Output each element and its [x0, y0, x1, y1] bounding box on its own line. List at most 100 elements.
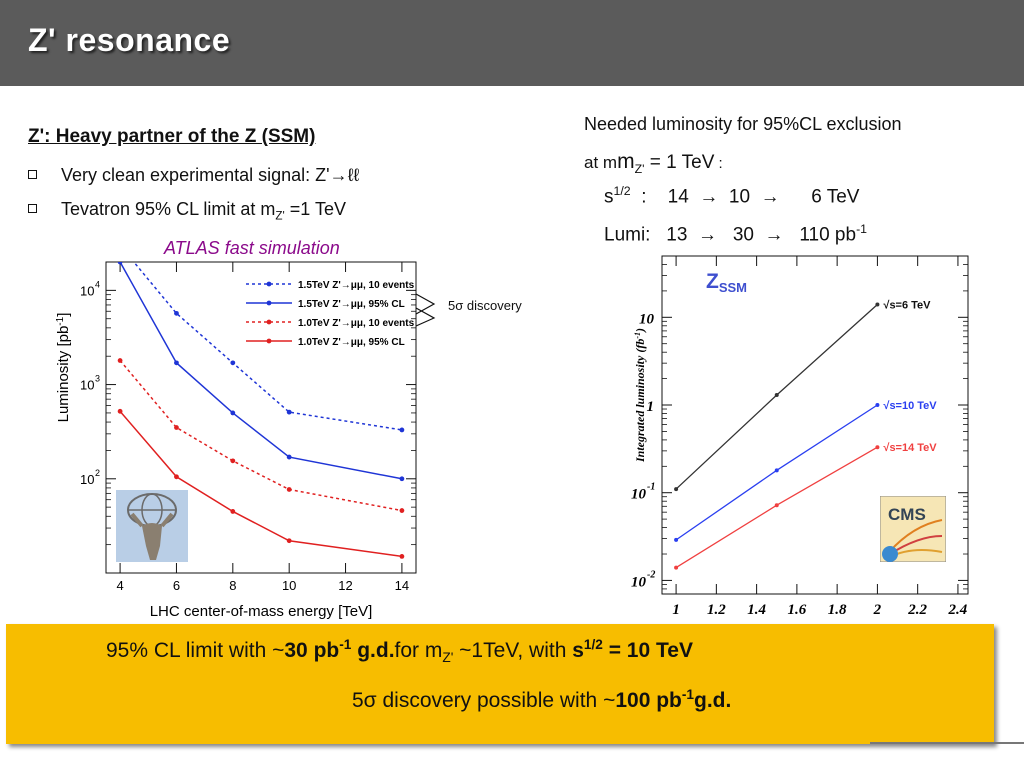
- atlas-legend-marker-3: [266, 338, 272, 344]
- cms-series-line-2: [675, 446, 878, 569]
- atlas-data-point-3: [117, 408, 123, 414]
- svg-text:CMS: CMS: [888, 505, 926, 524]
- banner-l1-e: ~1TeV, with: [453, 639, 573, 662]
- banner-l2-b: 100 pb: [615, 689, 682, 712]
- banner-l1-g: = 10 TeV: [602, 639, 693, 662]
- cms-series-label-0: √s=6 TeV: [883, 299, 931, 311]
- cms-y-tick-label: 10: [631, 487, 647, 503]
- cms-x-tick-label: 1.2: [707, 602, 726, 618]
- atlas-data-point-1: [399, 476, 405, 482]
- banner-l1-c: g.d.: [351, 639, 395, 662]
- atlas-legend-marker-2: [266, 319, 272, 325]
- atlas-y-axis-label: Luminosity [pb-1]: [55, 313, 73, 423]
- cms-data-point-1: [674, 537, 679, 542]
- right-line-2-mid: = 1 TeV: [644, 152, 715, 173]
- atlas-data-point-2: [174, 425, 179, 430]
- atlas-data-point-0: [230, 360, 236, 366]
- footer-rule: [870, 742, 1024, 744]
- atlas-data-point-3: [399, 554, 405, 559]
- atlas-y-tick-sup: 2: [95, 468, 100, 478]
- banner-l1-d-sub: Z': [442, 650, 454, 666]
- bullet-tevatron-sub: Z': [275, 209, 285, 223]
- right-line-2-post: :: [714, 155, 723, 172]
- cms-x-tick-label: 2: [873, 602, 882, 618]
- right-line-2-pre: at m: [584, 153, 618, 172]
- cms-y-tick-sup: -1: [647, 482, 655, 493]
- cms-data-point-1: [774, 468, 779, 473]
- atlas-series-line-1: [119, 262, 403, 480]
- cms-x-tick-label: 1.6: [788, 602, 807, 618]
- bullet-tevatron: Tevatron 95% CL limit at mZ' =1 TeV: [28, 199, 346, 223]
- atlas-data-point-2: [399, 508, 405, 513]
- right-line-2-sub: Z': [634, 161, 645, 176]
- atlas-data-point-2: [230, 458, 236, 464]
- cms-data-point-2: [875, 445, 880, 450]
- cms-x-tick-label: 2.4: [948, 602, 968, 618]
- cms-chart-title: ZSSM: [706, 270, 747, 295]
- atlas-x-tick-label: 12: [338, 578, 352, 593]
- discovery-bracket: [415, 293, 436, 327]
- cms-series-label-2: √s=14 TeV: [883, 442, 937, 454]
- left-heading: Z': Heavy partner of the Z (SSM): [28, 126, 316, 147]
- atlas-data-point-2: [117, 358, 123, 363]
- banner-l2-b-sup: -1: [681, 687, 695, 702]
- atlas-legend-label-1: 1.5TeV Z'→μμ, 95% CL: [298, 299, 405, 310]
- cms-y-axis-label: Integrated luminosity (fb-1): [633, 328, 648, 463]
- cms-data-point-2: [674, 565, 679, 570]
- atlas-series-group: [117, 262, 405, 559]
- cms-data-point-1: [875, 403, 880, 408]
- atlas-x-tick-label: 4: [116, 578, 123, 593]
- atlas-data-point-0: [399, 427, 405, 433]
- cms-logo: CMS: [880, 496, 946, 562]
- atlas-y-tick-label: 10: [80, 378, 94, 393]
- cms-x-tick-label: 1: [672, 602, 680, 618]
- right-line-1: Needed luminosity for 95%CL exclusion: [584, 114, 902, 134]
- atlas-plot-frame: [105, 261, 417, 574]
- right-line-3: s1/2 : 14 → 10 → 6 TeV: [604, 184, 859, 208]
- right-line-4-sup: -1: [856, 222, 868, 236]
- cms-series-line-1: [675, 404, 878, 541]
- discovery-note: 5σ discovery: [448, 298, 522, 313]
- cms-y-tick-label: 10: [639, 311, 655, 327]
- square-bullet-icon: [28, 204, 37, 213]
- banner-l1-a: 95% CL limit with ~: [106, 639, 285, 662]
- banner-l2-a: 5σ discovery possible with ~: [352, 689, 616, 712]
- cms-y-tick-sup: -2: [647, 569, 655, 580]
- banner-line-1: 95% CL limit with ~30 pb-1 g.d.for mZ' ~…: [106, 637, 693, 665]
- atlas-simulation-label: ATLAS fast simulation: [164, 238, 340, 258]
- summary-banner: 95% CL limit with ~30 pb-1 g.d.for mZ' ~…: [6, 624, 994, 744]
- cms-series-label-1: √s=10 TeV: [883, 400, 937, 412]
- atlas-x-axis-label: LHC center-of-mass energy [TeV]: [150, 603, 373, 620]
- bullet-signal-text: Very clean experimental signal: Z'→ℓℓ: [61, 165, 360, 185]
- atlas-series-line-2: [119, 360, 403, 512]
- right-line-3-vals: : 14 → 10 → 6 TeV: [630, 186, 860, 208]
- bullet-tevatron-post: =1 TeV: [284, 199, 347, 219]
- banner-l1-f-sup: 1/2: [583, 637, 603, 652]
- bullet-tevatron-pre: Tevatron 95% CL limit at m: [61, 199, 276, 219]
- atlas-x-tick-label: 6: [173, 578, 180, 593]
- slide-title: Z' resonance: [28, 22, 231, 58]
- atlas-data-point-0: [286, 409, 292, 415]
- atlas-y-tick-label: 10: [80, 283, 94, 298]
- cms-plot-frame: [661, 255, 969, 595]
- atlas-legend-label-2: 1.0TeV Z'→μμ, 10 events: [298, 318, 415, 329]
- cms-x-tick-label: 1.8: [828, 602, 847, 618]
- atlas-x-tick-label: 14: [395, 578, 409, 593]
- atlas-data-point-1: [286, 454, 292, 460]
- banner-l2-c: g.d.: [694, 689, 732, 712]
- right-line-3-s: s: [604, 186, 614, 208]
- cms-x-tick-label: 1.4: [747, 602, 766, 618]
- banner-l1-d: for m: [394, 639, 443, 662]
- cms-x-tick-label: 2.2: [907, 602, 927, 618]
- right-line-4-pre: Lumi: 13 → 30 → 110 pb: [604, 224, 857, 246]
- bullet-signal: Very clean experimental signal: Z'→ℓℓ: [28, 165, 359, 186]
- atlas-logo: [116, 490, 188, 562]
- atlas-x-tick-label: 10: [282, 578, 296, 593]
- atlas-data-point-1: [174, 360, 179, 366]
- atlas-y-tick-sup: 3: [95, 374, 100, 384]
- atlas-data-point-1: [230, 410, 236, 416]
- cms-y-tick-label: 10: [631, 574, 647, 590]
- cms-data-point-2: [774, 503, 779, 508]
